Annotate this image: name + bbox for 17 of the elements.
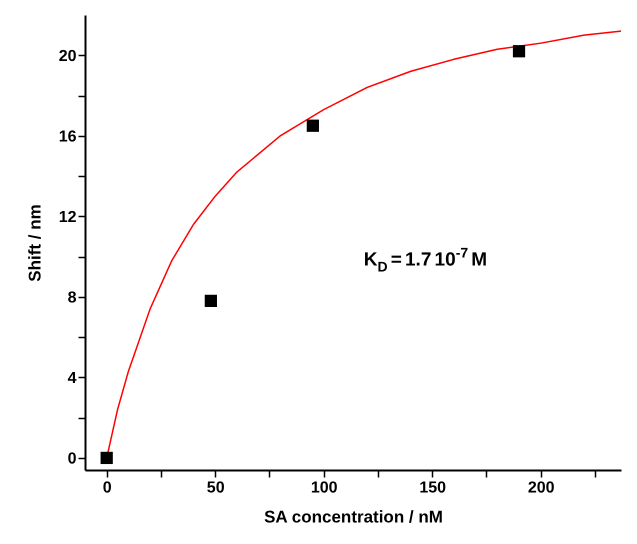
x-axis-title: SA concentration / nM: [264, 508, 443, 526]
y-tick-label: 8: [68, 289, 77, 306]
point: [512, 45, 526, 58]
point: [100, 452, 113, 464]
x-tick-label: 200: [528, 480, 555, 496]
y-tick-label: 0: [68, 450, 77, 468]
y-tick-label: 16: [58, 128, 77, 146]
y-axis-title: Shift / nm: [26, 204, 45, 282]
y-tick-label: 20: [58, 48, 77, 65]
x-tick-label: 150: [419, 480, 446, 496]
point: [204, 294, 217, 308]
x-tick-label: 50: [206, 480, 225, 496]
x-tick-label: 100: [310, 480, 338, 496]
point: [306, 120, 319, 132]
y-tick-label: 12: [58, 208, 77, 226]
y-tick-label: 4: [68, 370, 77, 387]
x-tick-label: 0: [102, 480, 112, 496]
